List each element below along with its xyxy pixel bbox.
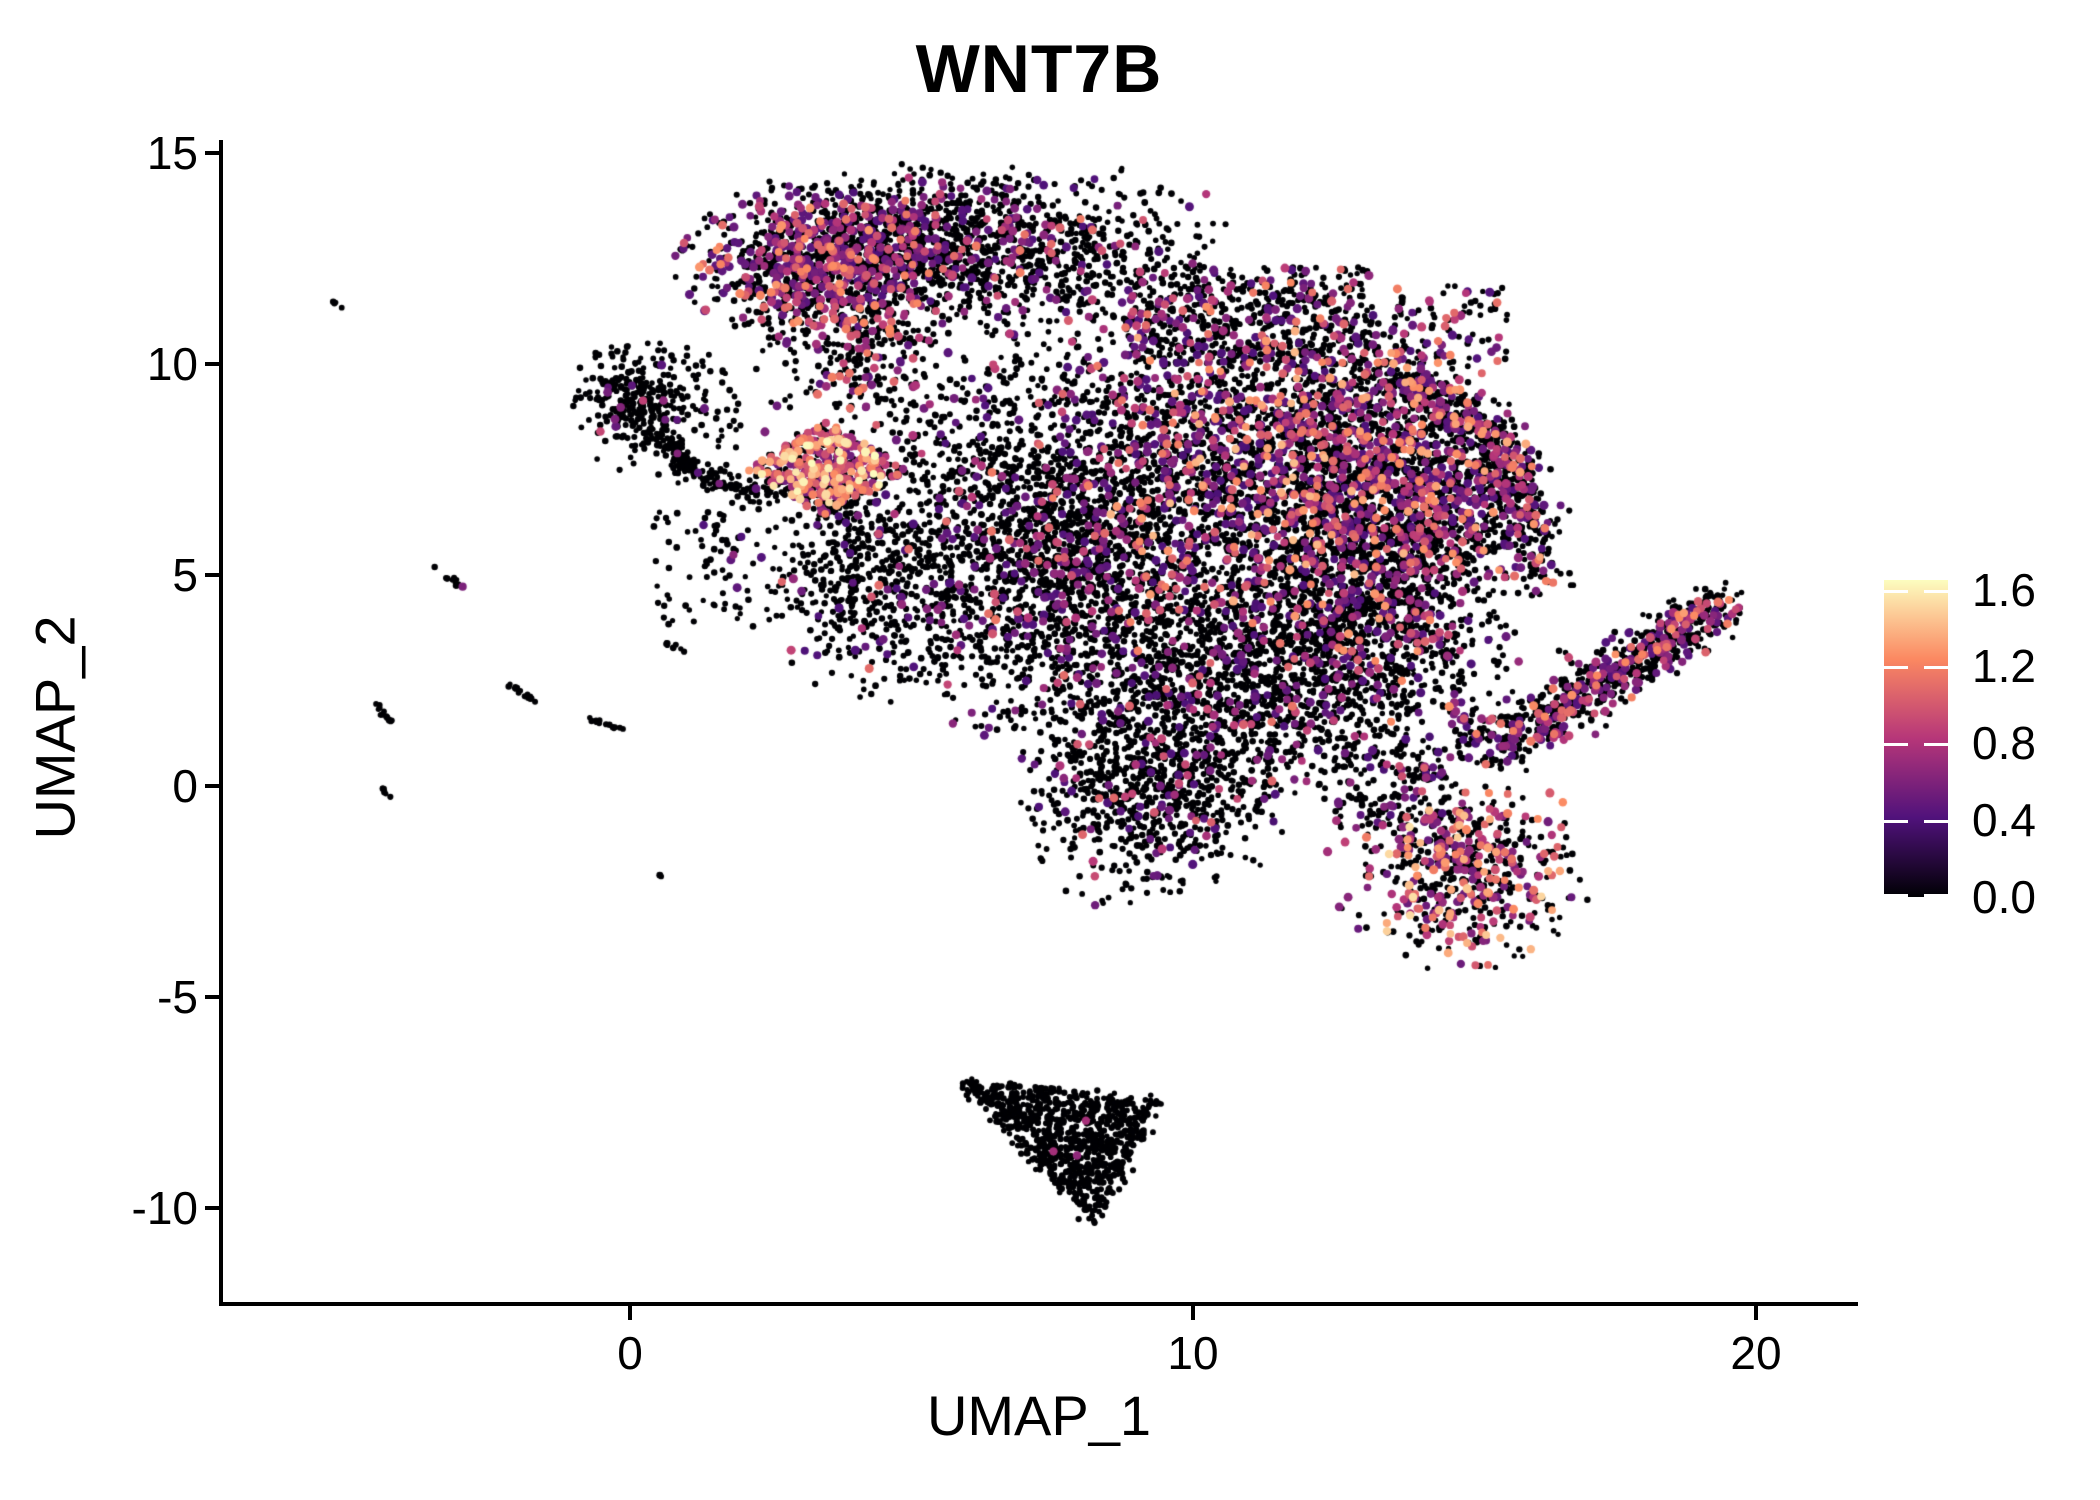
- y-axis-title: UMAP_2: [23, 615, 87, 840]
- colorbar-tick-notch: [1924, 743, 1948, 747]
- y-tick-label: 10: [146, 338, 198, 390]
- y-axis-line: [219, 140, 223, 1306]
- x-tick-label: 0: [617, 1327, 643, 1379]
- x-axis-title: UMAP_1: [926, 1384, 1152, 1447]
- x-tick-mark: [628, 1306, 632, 1320]
- x-axis-line: [219, 1302, 1858, 1306]
- x-tick-label: 10: [1167, 1327, 1219, 1379]
- y-tick-label: 0: [172, 760, 198, 812]
- x-tick-mark: [1191, 1306, 1195, 1320]
- x-tick-mark: [1754, 1306, 1758, 1320]
- x-tick-label: 20: [1730, 1327, 1782, 1379]
- plot-title: WNT7B: [915, 31, 1163, 107]
- colorbar-tick-notch: [1924, 589, 1948, 593]
- colorbar-tick-notch: [1924, 666, 1948, 670]
- y-tick-mark: [205, 362, 219, 366]
- y-tick-label: -10: [131, 1182, 198, 1234]
- y-tick-mark: [205, 573, 219, 577]
- colorbar-tick-label: 1.2: [1972, 640, 2036, 693]
- colorbar-tick-label: 0.4: [1972, 794, 2036, 847]
- colorbar-tick-notch: [1884, 743, 1908, 747]
- y-tick-mark: [205, 784, 219, 788]
- colorbar-tick-label: 0.8: [1972, 717, 2036, 770]
- colorbar-tick-notch: [1884, 820, 1908, 824]
- y-tick-label: -5: [157, 971, 198, 1023]
- y-tick-label: 15: [146, 127, 198, 179]
- expression-colorbar: [1884, 580, 1948, 897]
- y-tick-mark: [205, 151, 219, 155]
- y-tick-mark: [205, 995, 219, 999]
- y-tick-label: 5: [172, 549, 198, 601]
- colorbar-tick-notch: [1884, 666, 1908, 670]
- colorbar-tick-notch: [1884, 589, 1908, 593]
- colorbar-tick-notch: [1884, 894, 1908, 897]
- colorbar-tick-label: 0.0: [1972, 871, 2036, 923]
- y-tick-mark: [205, 1206, 219, 1210]
- colorbar-tick-label: 1.6: [1972, 563, 2036, 616]
- colorbar-tick-notch: [1924, 820, 1948, 824]
- colorbar-tick-notch: [1924, 894, 1948, 897]
